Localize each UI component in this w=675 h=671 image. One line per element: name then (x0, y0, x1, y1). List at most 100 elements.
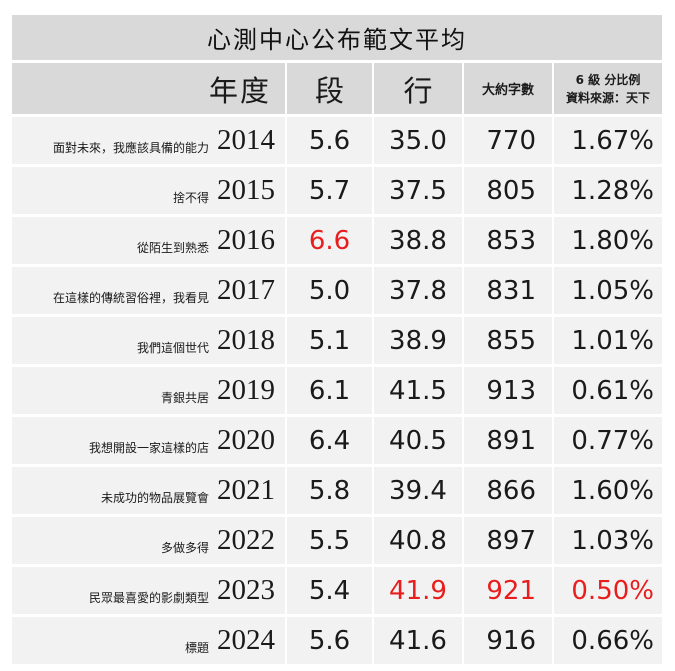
paragraphs-cell: 6.4 (285, 417, 372, 464)
year-cell: 我想開設一家這樣的店 2020 (12, 417, 285, 464)
lines-cell: 41.5 (372, 367, 462, 414)
essay-topic: 民眾最喜愛的影劇類型 (88, 591, 209, 605)
essay-topic: 在這樣的傳統習俗裡，我看見 (52, 291, 209, 305)
essay-stats-table: 心測中心公布範文平均 年度 段 行 大約字數 6 級 分比例 資料來源：天下 面… (12, 12, 662, 667)
table-row: 捨不得 2015 5.7 37.5 805 1.28% (12, 167, 662, 214)
year-cell: 在這樣的傳統習俗裡，我看見 2017 (12, 267, 285, 314)
year-cell: 從陌生到熟悉 2016 (12, 217, 285, 264)
year-value: 2022 (217, 524, 275, 556)
table-row: 多做多得 2022 5.5 40.8 897 1.03% (12, 517, 662, 564)
table-row: 未成功的物品展覽會 2021 5.8 39.4 866 1.60% (12, 467, 662, 514)
year-cell: 面對未來，我應該具備的能力 2014 (12, 117, 285, 164)
pct-cell: 1.05% (552, 267, 662, 314)
table-row: 民眾最喜愛的影劇類型 2023 5.4 41.9 921 0.50% (12, 567, 662, 614)
table-row: 我想開設一家這樣的店 2020 6.4 40.5 891 0.77% (12, 417, 662, 464)
lines-cell: 40.8 (372, 517, 462, 564)
year-value: 2017 (217, 274, 275, 306)
year-value: 2024 (217, 624, 275, 656)
words-cell: 913 (462, 367, 552, 414)
year-cell: 未成功的物品展覽會 2021 (12, 467, 285, 514)
essay-topic: 從陌生到熟悉 (136, 241, 209, 255)
header-pct-source: 資料來源：天下 (565, 90, 650, 105)
pct-cell: 1.60% (552, 467, 662, 514)
lines-cell: 40.5 (372, 417, 462, 464)
year-value: 2023 (217, 574, 275, 606)
header-paragraphs: 段 (285, 63, 372, 114)
pct-cell: 1.28% (552, 167, 662, 214)
table-body: 面對未來，我應該具備的能力 2014 5.6 35.0 770 1.67% 捨不得 2015 5… (12, 117, 662, 664)
essay-topic: 我們這個世代 (136, 341, 209, 355)
paragraphs-cell: 6.6 (285, 217, 372, 264)
lines-cell: 38.9 (372, 317, 462, 364)
paragraphs-cell: 5.6 (285, 617, 372, 664)
pct-cell: 1.67% (552, 117, 662, 164)
lines-cell: 39.4 (372, 467, 462, 514)
paragraphs-cell: 5.4 (285, 567, 372, 614)
year-value: 2015 (217, 174, 275, 206)
title-row: 心測中心公布範文平均 (12, 15, 662, 60)
year-cell: 捨不得 2015 (12, 167, 285, 214)
year-value: 2020 (217, 424, 275, 456)
year-value: 2016 (217, 224, 275, 256)
lines-cell: 35.0 (372, 117, 462, 164)
lines-cell: 37.8 (372, 267, 462, 314)
pct-cell: 0.50% (552, 567, 662, 614)
paragraphs-cell: 5.7 (285, 167, 372, 214)
lines-cell: 41.9 (372, 567, 462, 614)
essay-topic: 青銀共居 (160, 391, 209, 405)
header-lines: 行 (372, 63, 462, 114)
words-cell: 916 (462, 617, 552, 664)
table-row: 面對未來，我應該具備的能力 2014 5.6 35.0 770 1.67% (12, 117, 662, 164)
words-cell: 921 (462, 567, 552, 614)
words-cell: 805 (462, 167, 552, 214)
pct-cell: 0.66% (552, 617, 662, 664)
words-cell: 831 (462, 267, 552, 314)
paragraphs-cell: 5.5 (285, 517, 372, 564)
essay-topic: 捨不得 (172, 191, 209, 205)
header-words: 大約字數 (462, 63, 552, 114)
words-cell: 897 (462, 517, 552, 564)
header-pct-title: 6 級 分比例 (575, 72, 641, 87)
table-row: 我們這個世代 2018 5.1 38.9 855 1.01% (12, 317, 662, 364)
words-cell: 866 (462, 467, 552, 514)
table-row: 青銀共居 2019 6.1 41.5 913 0.61% (12, 367, 662, 414)
header-year: 年度 (12, 63, 285, 114)
essay-topic: 面對未來，我應該具備的能力 (52, 141, 209, 155)
pct-cell: 1.80% (552, 217, 662, 264)
year-value: 2021 (217, 474, 275, 506)
header-pct: 6 級 分比例 資料來源：天下 (552, 63, 662, 114)
year-cell: 青銀共居 2019 (12, 367, 285, 414)
paragraphs-cell: 5.0 (285, 267, 372, 314)
essay-topic: 多做多得 (160, 541, 209, 555)
paragraphs-cell: 5.1 (285, 317, 372, 364)
year-cell: 標題 2024 (12, 617, 285, 664)
year-cell: 我們這個世代 2018 (12, 317, 285, 364)
words-cell: 770 (462, 117, 552, 164)
pct-cell: 1.03% (552, 517, 662, 564)
year-value: 2014 (217, 124, 275, 156)
words-cell: 853 (462, 217, 552, 264)
essay-topic: 未成功的物品展覽會 (100, 491, 209, 505)
lines-cell: 37.5 (372, 167, 462, 214)
essay-topic: 我想開設一家這樣的店 (88, 441, 209, 455)
header-row: 年度 段 行 大約字數 6 級 分比例 資料來源：天下 (12, 63, 662, 114)
lines-cell: 38.8 (372, 217, 462, 264)
pct-cell: 1.01% (552, 317, 662, 364)
table-row: 在這樣的傳統習俗裡，我看見 2017 5.0 37.8 831 1.05% (12, 267, 662, 314)
paragraphs-cell: 6.1 (285, 367, 372, 414)
year-value: 2018 (217, 324, 275, 356)
table-row: 標題 2024 5.6 41.6 916 0.66% (12, 617, 662, 664)
words-cell: 855 (462, 317, 552, 364)
table-row: 從陌生到熟悉 2016 6.6 38.8 853 1.80% (12, 217, 662, 264)
paragraphs-cell: 5.6 (285, 117, 372, 164)
page-title: 心測中心公布範文平均 (12, 15, 662, 60)
year-value: 2019 (217, 374, 275, 406)
paragraphs-cell: 5.8 (285, 467, 372, 514)
words-cell: 891 (462, 417, 552, 464)
lines-cell: 41.6 (372, 617, 462, 664)
essay-topic: 標題 (184, 641, 209, 655)
pct-cell: 0.61% (552, 367, 662, 414)
year-cell: 民眾最喜愛的影劇類型 2023 (12, 567, 285, 614)
year-cell: 多做多得 2022 (12, 517, 285, 564)
pct-cell: 0.77% (552, 417, 662, 464)
